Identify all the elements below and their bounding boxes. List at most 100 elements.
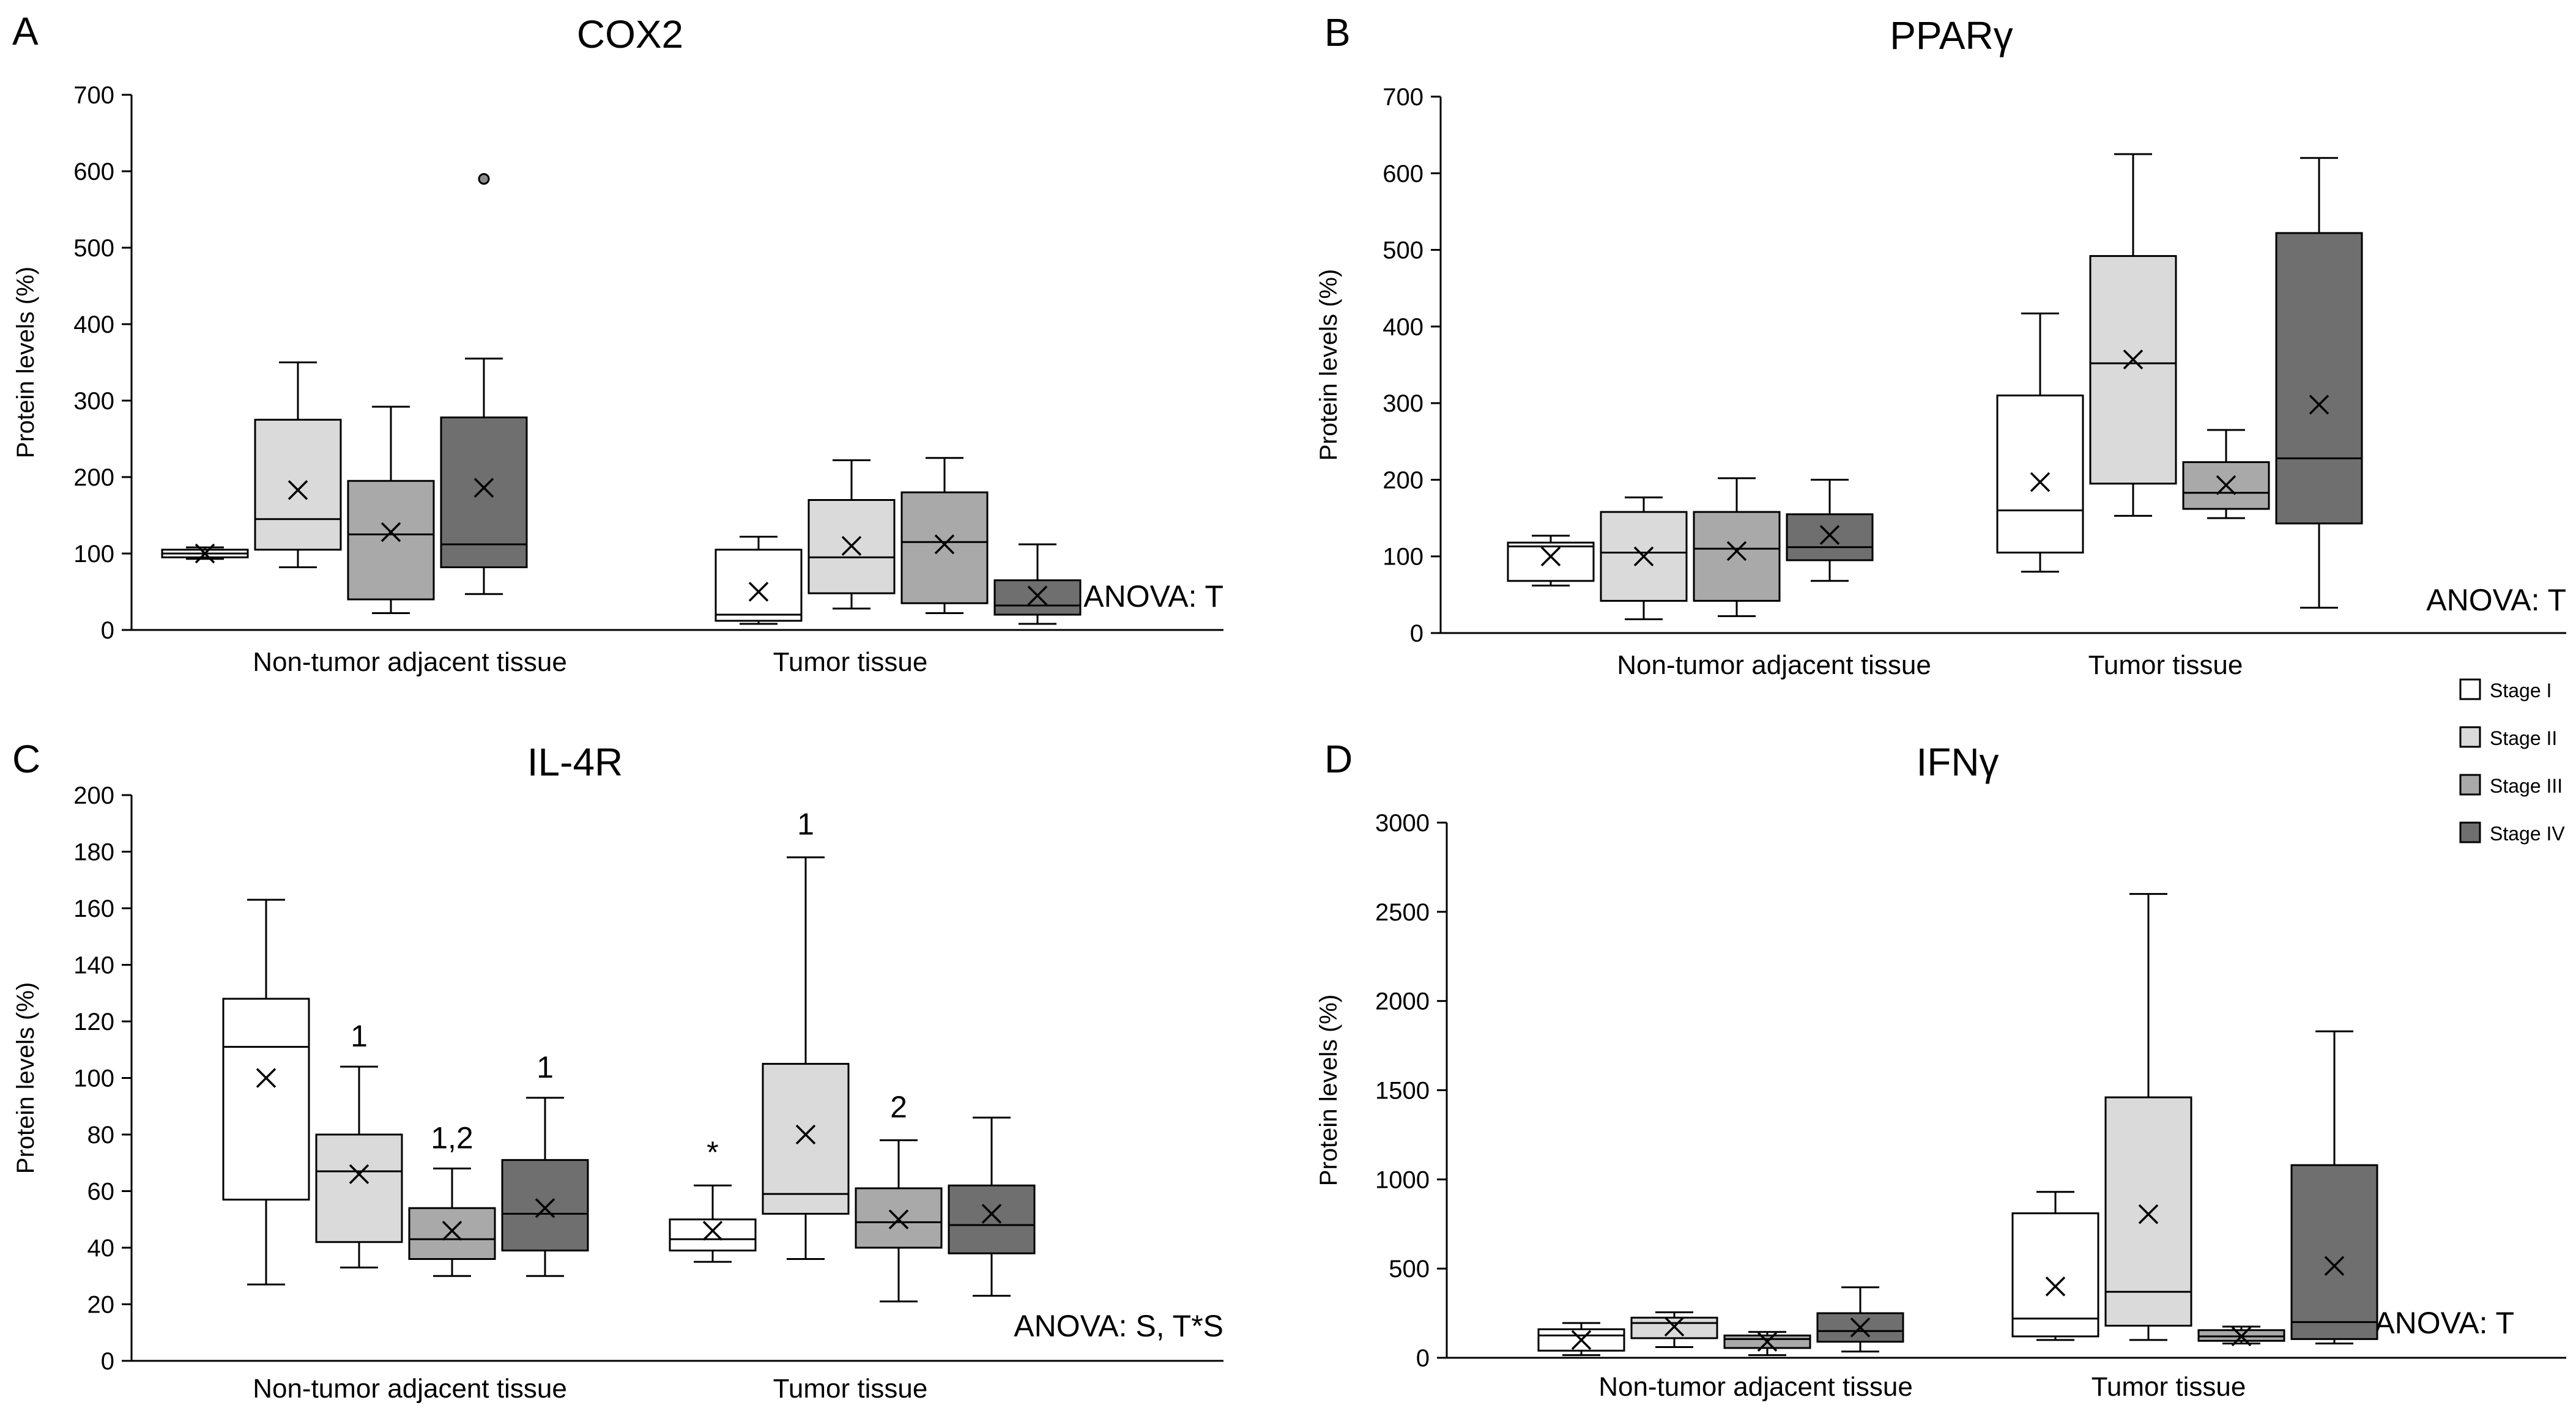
mean-marker (888, 1209, 909, 1229)
y-tick-label: 20 (87, 1292, 115, 1319)
significance-label: 1 (797, 807, 814, 841)
y-tick-label: 120 (73, 1009, 114, 1035)
y-tick-label: 140 (73, 952, 114, 979)
x-group-label: Tumor tissue (773, 647, 928, 677)
mean-marker (2045, 1276, 2066, 1297)
y-axis-label: Protein levels (%) (1315, 994, 1342, 1186)
legend-label: Stage II (2490, 727, 2557, 749)
box-iqr (2104, 1096, 2192, 1327)
legend-label: Stage I (2490, 680, 2552, 702)
legend-label: Stage IV (2490, 823, 2565, 845)
box-iqr (1786, 513, 1874, 561)
x-group-label: Tumor tissue (773, 1374, 928, 1404)
y-tick-label: 160 (73, 895, 114, 922)
x-group-label: Tumor tissue (2092, 1372, 2246, 1402)
y-tick-label: 100 (73, 541, 114, 568)
y-tick-label: 100 (1383, 544, 1423, 571)
y-tick-label: 500 (1389, 1256, 1430, 1283)
mean-marker (2123, 349, 2144, 369)
y-tick-label: 60 (87, 1179, 115, 1205)
box-iqr (408, 1207, 496, 1260)
panel-a: A COX2 0 100 200 300 400 500 600 700 Protein level… (12, 9, 1223, 677)
mean-marker (1540, 546, 1561, 566)
box-b-g0-stage4 (1786, 478, 1874, 582)
box-c-g1-stage2 (762, 856, 850, 1260)
mean-marker (288, 480, 308, 500)
x-group-label: Non-tumor adjacent tissue (253, 647, 567, 677)
x-group-label: Non-tumor adjacent tissue (253, 1374, 567, 1404)
box-d-g1-stage4 (2290, 1030, 2378, 1345)
anova-note: ANOVA: T (2426, 583, 2566, 617)
legend-label: Stage III (2490, 775, 2563, 797)
mean-marker (1850, 1317, 1871, 1338)
mean-marker (1819, 525, 1840, 545)
box-d-g0-stage4 (1816, 1286, 1904, 1353)
box-iqr (440, 417, 528, 568)
y-tick-label: 500 (1383, 237, 1423, 264)
y-tick-label: 400 (73, 311, 114, 338)
box-iqr (1630, 1316, 1718, 1339)
chart-title: IFNγ (1916, 740, 1999, 784)
anova-note: ANOVA: S, T*S (1014, 1309, 1223, 1343)
panel-b: B PPARγ 0 100 200 300 400 500 600 700 Protein leve… (1315, 10, 2566, 680)
y-tick-label: 400 (1383, 314, 1423, 341)
y-tick-label: 200 (1383, 467, 1423, 494)
box-a-g0-stage3 (347, 406, 435, 614)
legend-swatch (2459, 774, 2481, 796)
box-iqr (315, 1133, 403, 1243)
box-a-g0-stage1 (161, 543, 249, 564)
box-b-g1-stage4 (2275, 157, 2363, 609)
y-tick-label: 40 (87, 1235, 115, 1262)
box-a-g1-stage3 (900, 457, 989, 614)
panel-letter: B (1324, 10, 1351, 54)
mean-marker (1726, 541, 1747, 561)
box-iqr (2275, 232, 2363, 525)
box-b-g0-stage2 (1600, 496, 1688, 620)
legend-swatch (2459, 678, 2481, 700)
y-tick-label: 600 (73, 158, 114, 185)
box-a-g1-stage4 (993, 543, 1082, 625)
y-tick-label: 0 (101, 1348, 114, 1375)
box-b-g1-stage1 (1996, 313, 2084, 573)
chart-title: COX2 (577, 12, 683, 56)
y-tick-label: 200 (73, 464, 114, 491)
significance-label: 2 (890, 1090, 907, 1124)
y-tick-label: 700 (1383, 84, 1423, 111)
box-iqr (254, 418, 342, 551)
box-iqr (715, 549, 803, 622)
box-d-g1-stage3 (2197, 1325, 2285, 1347)
box-a-g0-stage4 (440, 173, 528, 595)
box-d-g0-stage1 (1537, 1322, 1625, 1357)
y-tick-label: 0 (1416, 1345, 1430, 1372)
y-tick-label: 600 (1383, 160, 1423, 187)
y-tick-label: 300 (73, 388, 114, 415)
y-axis-label: Protein levels (%) (1315, 269, 1342, 461)
y-tick-label: 500 (73, 235, 114, 262)
y-tick-label: 2000 (1375, 988, 1430, 1015)
box-d-g0-stage2 (1630, 1311, 1718, 1348)
y-tick-label: 3000 (1375, 810, 1430, 837)
panel-letter: C (12, 737, 40, 781)
y-axis-label: Protein levels (%) (12, 267, 39, 458)
box-d-g1-stage2 (2104, 893, 2192, 1341)
x-group-label: Non-tumor adjacent tissue (1598, 1372, 1913, 1402)
panel-letter: A (12, 9, 39, 53)
chart-title: PPARγ (1890, 13, 2013, 57)
mean-marker (1633, 546, 1654, 566)
box-iqr (762, 1062, 850, 1215)
box-iqr (501, 1159, 589, 1252)
anova-note: ANOVA: T (2374, 1306, 2514, 1340)
box-d-g1-stage1 (2011, 1191, 2099, 1341)
mean-marker (2030, 472, 2051, 492)
box-a-g1-stage2 (807, 459, 896, 610)
legend: Stage I Stage II Stage III Stage IV (2459, 678, 2565, 845)
anova-note: ANOVA: T (1083, 579, 1223, 613)
y-tick-label: 0 (101, 617, 114, 644)
significance-label: 1,2 (431, 1121, 473, 1155)
y-tick-label: 200 (73, 782, 114, 809)
box-iqr (2089, 255, 2177, 485)
box-a-g0-stage2 (254, 361, 342, 568)
significance-label: * (707, 1135, 718, 1169)
chart-title: IL-4R (527, 740, 623, 784)
